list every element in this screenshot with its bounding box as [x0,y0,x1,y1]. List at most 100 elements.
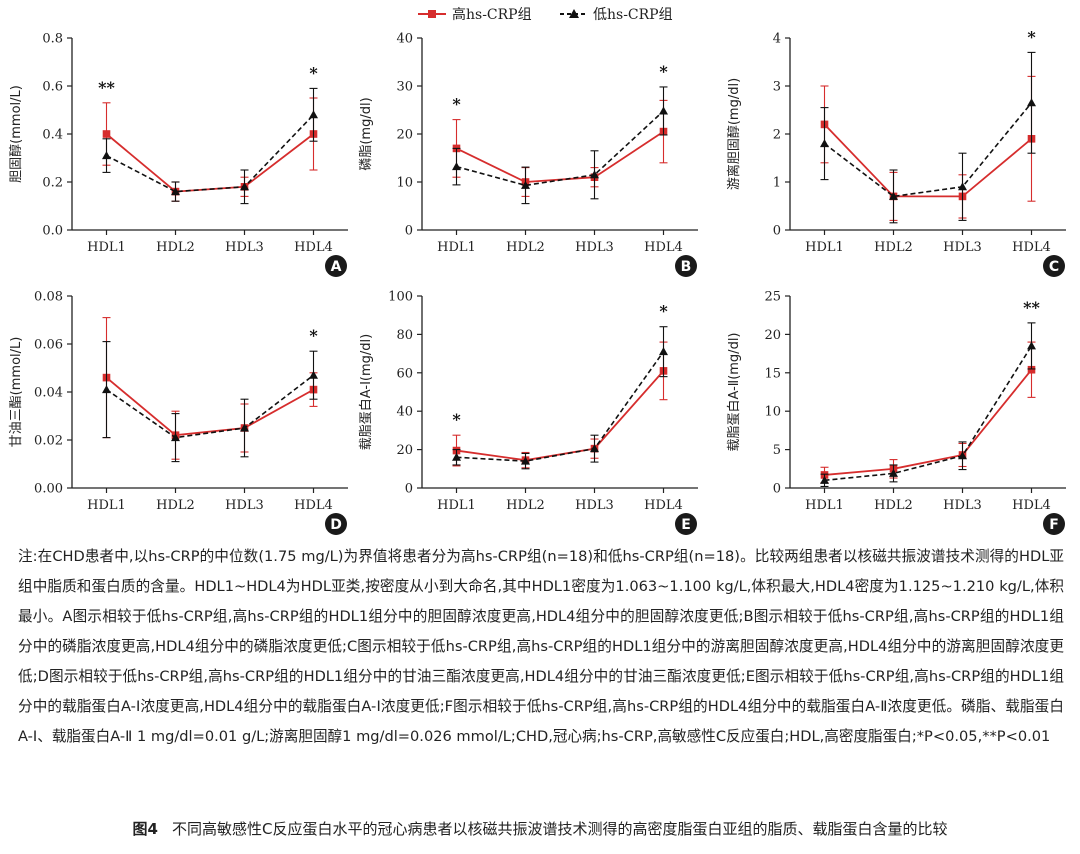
series-high [102,97,318,202]
series-line [105,376,314,437]
figure-panels: 高hs-CRP组 低hs-CRP组 0.0 0.2 0.4 0.6 0.8 HDL1 HDL… [8,6,1066,535]
series-low [102,341,318,463]
y-tick-label: 0.4 [42,128,63,143]
y-tick-label: 30 [396,80,413,95]
y-tick-label: 0.00 [34,482,63,497]
panel-letter: E [681,517,691,533]
panels-container: 0.0 0.2 0.4 0.6 0.8 HDL1 HDL2 HDL3 HDL4 胆固醇(mmol/… [8,27,1066,535]
data-point [1027,341,1036,350]
x-tick-label: HDL2 [156,498,195,513]
series-line [823,123,1033,198]
data-point [240,182,249,191]
data-point [958,451,967,460]
y-tick-label: 0.06 [34,338,63,353]
y-tick-label: 5 [773,443,781,458]
panel-badge [1043,255,1065,277]
y-tick-label: 3 [773,80,781,95]
data-point [102,385,111,394]
x-tick-label: HDL2 [506,240,545,255]
legend: 高hs-CRP组 低hs-CRP组 [418,6,673,23]
x-tick-label: HDL3 [225,498,264,513]
series-low [820,322,1036,488]
series-high [452,99,668,197]
figure-title-text: 不同高敏感性C反应蛋白水平的冠心病患者以核磁共振波谱技术测得的高密度脂蛋白亚组的… [171,820,948,838]
y-tick-label: 80 [396,328,413,343]
panel-badge [675,513,697,535]
x-tick-label: HDL2 [874,240,913,255]
series-line [824,369,1033,476]
data-point [452,452,461,461]
y-tick-label: 0 [773,482,781,497]
y-tick-label: 10 [396,176,413,191]
y-axis-label: 胆固醇(mmol/L) [8,85,24,183]
y-axis-label: 载脂蛋白A-Ⅱ(mg/dl) [726,333,742,452]
series-line [824,345,1033,482]
y-tick-label: 0.02 [34,434,63,449]
data-point [820,139,829,148]
series-high [820,75,1036,221]
data-point [1027,365,1036,374]
y-axis-label: 磷脂(mg/dl) [359,97,374,170]
y-tick-label: 15 [764,366,781,381]
series-high [452,341,668,469]
y-tick-label: 20 [764,328,781,343]
x-tick-label: HDL4 [644,240,683,255]
data-point [590,170,599,179]
y-tick-label: 60 [396,366,413,381]
significance-marker: * [452,95,461,114]
x-tick-label: HDL1 [87,498,126,513]
series-line [106,374,314,439]
data-point [102,151,111,160]
y-tick-label: 0.08 [34,290,63,305]
data-point [590,444,599,453]
x-tick-label: HDL1 [437,240,476,255]
y-tick-label: 0.6 [42,80,63,95]
series-line [456,370,665,462]
x-tick-label: HDL4 [1012,498,1051,513]
panel-letter: F [1049,517,1059,533]
y-tick-label: 0.04 [34,386,63,401]
series-line [824,102,1033,198]
x-tick-label: HDL1 [805,498,844,513]
x-tick-label: HDL3 [943,240,982,255]
x-tick-label: HDL4 [644,498,683,513]
x-tick-label: HDL2 [156,240,195,255]
panel-E: 0 20 40 60 80 100 HDL1 HDL2 HDL3 HDL4 载脂蛋白A-Ⅰ(mg/d… [358,290,698,535]
y-tick-label: 0 [405,482,413,497]
x-tick-label: HDL1 [805,240,844,255]
data-point [240,423,249,432]
data-point [521,456,530,465]
y-tick-label: 40 [396,405,413,420]
panel-F: 0 5 10 15 20 25 HDL1 HDL2 HDL3 HDL4 载脂蛋白A-Ⅱ(mg/dl)… [726,290,1066,535]
y-tick-label: 4 [773,32,781,47]
figure-caption: 注:在CHD患者中,以hs-CRP的中位数(1.75 mg/L)为界值将患者分为… [18,542,1064,752]
y-tick-label: 0.2 [42,176,63,191]
data-point [889,191,898,200]
y-tick-label: 1 [773,176,781,191]
panel-badge [1043,513,1065,535]
data-point [958,182,967,191]
legend-low-marker [569,9,579,18]
y-tick-label: 25 [764,290,781,305]
series-low [452,86,668,205]
x-tick-label: HDL1 [87,240,126,255]
x-tick-label: HDL1 [437,498,476,513]
x-tick-label: HDL4 [294,240,333,255]
series-line [456,351,665,462]
y-tick-label: 20 [396,128,413,143]
x-tick-label: HDL3 [943,498,982,513]
data-point [171,187,180,196]
legend-high-label: 高hs-CRP组 [452,6,532,23]
panel-letter: D [330,517,342,533]
series-high [102,317,318,460]
panel-C: 0 1 2 3 4 HDL1 HDL2 HDL3 HDL4 游离胆固醇(mg/dl) * C [726,27,1066,277]
panel-letter: C [1049,259,1059,275]
y-tick-label: 100 [388,290,413,305]
y-tick-label: 10 [764,405,781,420]
panel-badge [325,255,347,277]
significance-marker: * [452,410,461,429]
series-high [820,341,1036,484]
panel-A: 0.0 0.2 0.4 0.6 0.8 HDL1 HDL2 HDL3 HDL4 胆固醇(mmol/… [8,32,348,277]
data-point [659,106,668,115]
significance-marker: * [309,326,318,345]
